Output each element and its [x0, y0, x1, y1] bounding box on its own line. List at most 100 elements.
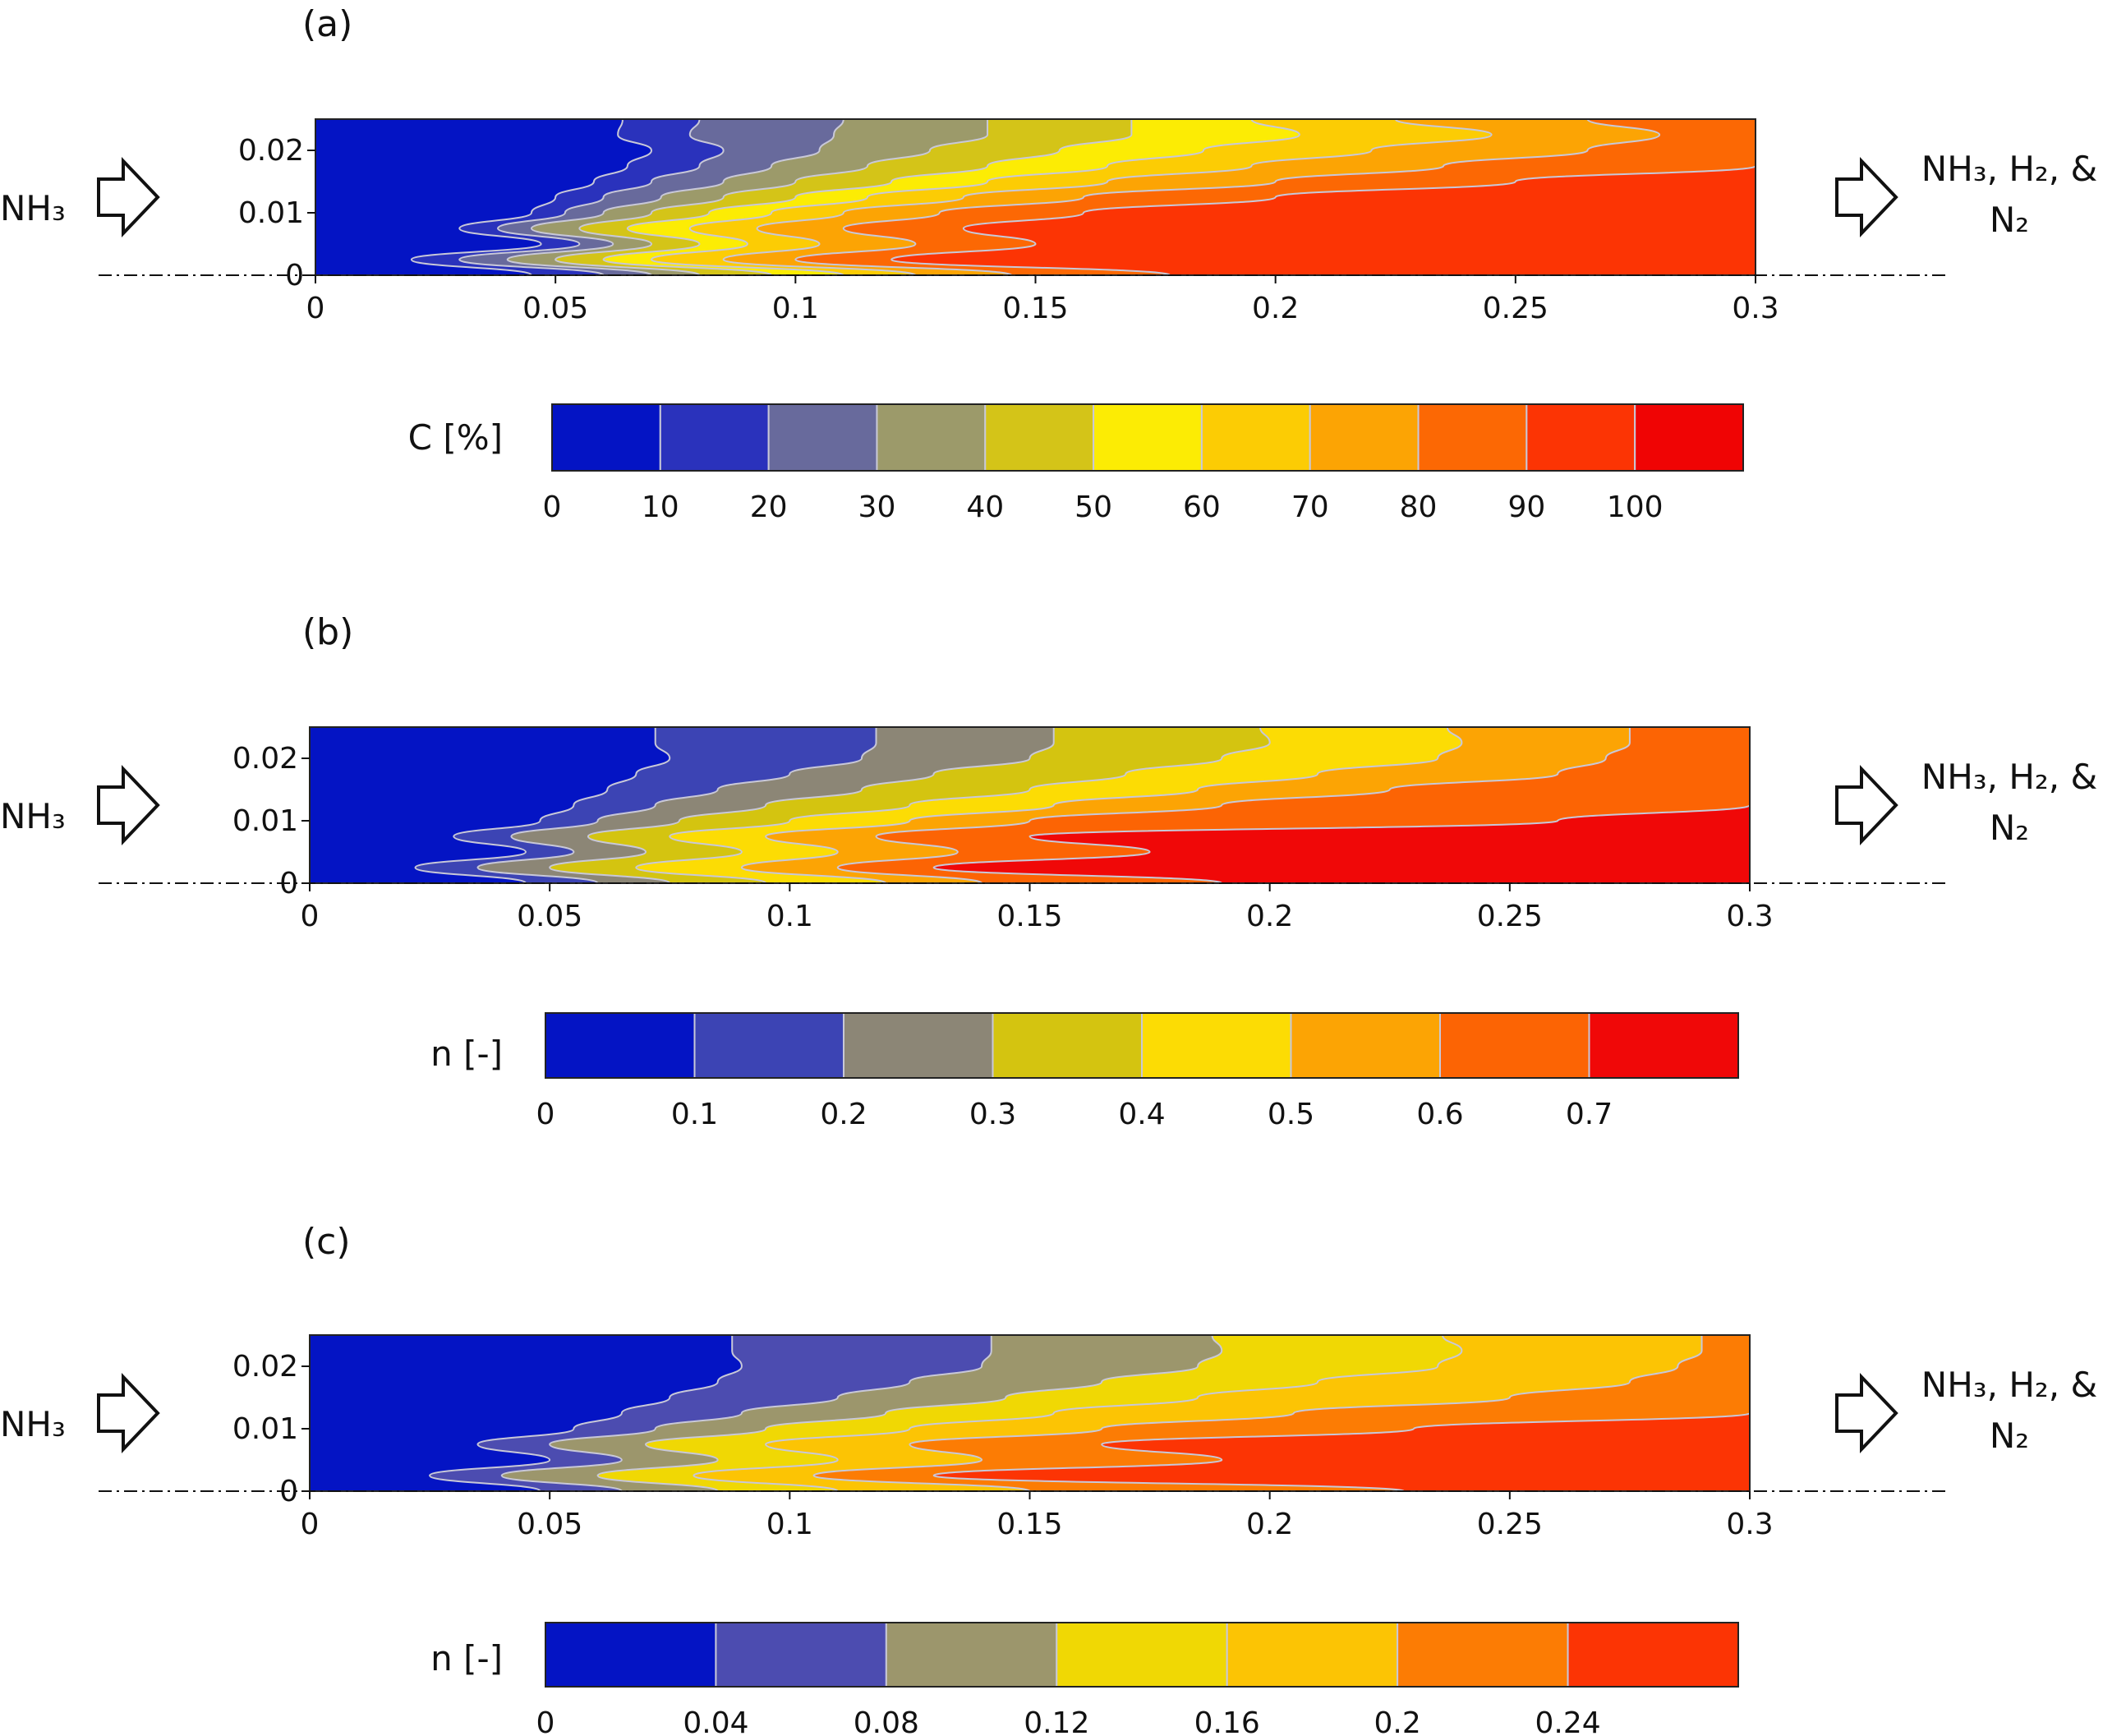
colorbar-segment: [876, 403, 987, 472]
colorbar-tick-label: 0.24: [1535, 1706, 1600, 1736]
colorbar-segment: [1567, 1622, 1739, 1688]
contour-field: [310, 727, 1750, 883]
colorbar-segment: [1226, 1622, 1399, 1688]
colorbar-tick-label: 0: [536, 1706, 555, 1736]
inlet-arrow-icon: [97, 157, 160, 237]
colorbar-segment: [715, 1622, 887, 1688]
outlet-label-line2: N₂: [1990, 200, 2029, 240]
y-tick-label: 0: [279, 867, 298, 900]
colorbar-segment: [1093, 403, 1203, 472]
x-tick-label: 0: [301, 1508, 320, 1541]
panel-b: (b) 0 0.05 0.1 0.15 0.2 0.25 0.3 0.02 0.01 0 NH₃ NH₃…: [0, 611, 2097, 1131]
contour-band: [310, 1335, 743, 1491]
panel-label: (c): [302, 1221, 351, 1263]
colorbar-segment: [659, 403, 770, 472]
colorbar-segment: [545, 1012, 696, 1079]
colorbar-segment: [545, 1622, 717, 1688]
colorbar-segment: [1200, 403, 1311, 472]
colorbar-segment: [992, 1012, 1143, 1079]
x-tick-label: 0.05: [517, 900, 582, 933]
x-tick-label: 0.2: [1252, 292, 1299, 325]
colorbar-tick-label: 0.3: [969, 1098, 1016, 1131]
colorbar-segment: [1141, 1012, 1292, 1079]
colorbar-segment: [984, 403, 1095, 472]
x-tick-label: 0.3: [1726, 1508, 1773, 1541]
x-tick-label: 0.1: [766, 1508, 813, 1541]
colorbar-tick-label: 20: [750, 490, 788, 524]
colorbar-segment: [1439, 1012, 1590, 1079]
colorbar-tick-label: 0.04: [683, 1706, 748, 1736]
x-tick-label: 0.15: [1002, 292, 1068, 325]
outlet-arrow-icon: [1835, 157, 1898, 237]
outlet-label-line1: NH₃, H₂, &: [1921, 149, 2097, 189]
colorbar-tick-label: 0.1: [671, 1098, 718, 1131]
inlet-arrow-icon: [97, 765, 160, 845]
panel-a: (a) 0 0.05 0.1 0.15 0.2 0.25 0.3 0.02 0.01 0 NH₃ NH₃…: [0, 3, 2097, 524]
colorbar-tick-label: 0.2: [820, 1098, 867, 1131]
colorbar-tick-label: 80: [1400, 490, 1438, 524]
colorbar-segment: [767, 403, 878, 472]
colorbar-segment: [1588, 1012, 1739, 1079]
colorbar-label: C [%]: [408, 417, 503, 458]
colorbar-tick-label: 100: [1607, 490, 1664, 524]
colorbar-tick-label: 0.12: [1024, 1706, 1089, 1736]
colorbar-tick-label: 0: [543, 490, 562, 524]
colorbar-segment: [1309, 403, 1420, 472]
outlet-label-line1: NH₃, H₂, &: [1921, 1365, 2097, 1405]
colorbar-tick-label: 0.4: [1118, 1098, 1165, 1131]
colorbar: 0 10 20 30 40 50 60 70 80 90 100 C [%]: [408, 403, 1744, 524]
colorbar-tick-label: 90: [1507, 490, 1545, 524]
colorbar-tick-label: 70: [1291, 490, 1329, 524]
colorbar-segment: [693, 1012, 844, 1079]
x-tick-label: 0.3: [1732, 292, 1779, 325]
colorbar-tick-label: 0.5: [1268, 1098, 1314, 1131]
panel-c: (c) 0 0.05 0.1 0.15 0.2 0.25 0.3 0.02 0.01 0 NH₃ NH₃…: [0, 1221, 2097, 1736]
contour-band: [310, 727, 671, 883]
panel-label: (a): [302, 3, 352, 45]
x-tick-label: 0.25: [1477, 900, 1543, 933]
colorbar-label: n [-]: [430, 1034, 503, 1074]
inlet-label: NH₃: [0, 1404, 66, 1444]
colorbar-frame: [545, 1622, 1739, 1688]
inlet-label: NH₃: [0, 796, 66, 836]
colorbar-tick-label: 0.7: [1566, 1098, 1613, 1131]
x-tick-label: 0.25: [1477, 1508, 1543, 1541]
contour-field: [310, 1335, 1750, 1491]
x-tick-label: 0.25: [1483, 292, 1548, 325]
x-tick-label: 0.15: [996, 900, 1062, 933]
x-tick-label: 0.1: [772, 292, 819, 325]
contour-field: [315, 119, 1756, 275]
contour-band: [315, 119, 653, 275]
panel-label: (b): [302, 611, 353, 653]
colorbar-tick-label: 10: [642, 490, 679, 524]
x-tick-label: 0: [306, 292, 325, 325]
outlet-arrow-icon: [1835, 1373, 1898, 1453]
colorbar-segment: [1056, 1622, 1228, 1688]
colorbar-segment: [1634, 403, 1744, 472]
colorbar-frame: [551, 403, 1744, 472]
y-tick-label: 0.02: [238, 134, 304, 168]
colorbar-tick-label: 30: [858, 490, 896, 524]
colorbar-tick-label: 0.16: [1194, 1706, 1260, 1736]
y-tick-label: 0: [279, 1475, 298, 1508]
x-tick-label: 0.1: [766, 900, 813, 933]
colorbar-label: n [-]: [430, 1638, 503, 1678]
y-tick-label: 0.01: [232, 804, 298, 838]
x-tick-label: 0.2: [1246, 1508, 1293, 1541]
y-tick-label: 0.01: [232, 1412, 298, 1446]
colorbar-segment: [1417, 403, 1528, 472]
colorbar-tick-label: 0.2: [1374, 1706, 1421, 1736]
colorbar-segment: [1290, 1012, 1441, 1079]
y-tick-label: 0.01: [238, 196, 304, 230]
colorbar: 0 0.1 0.2 0.3 0.4 0.5 0.6 0.7 n [-]: [430, 1012, 1739, 1131]
colorbar-frame: [545, 1012, 1739, 1079]
x-tick-label: 0.15: [996, 1508, 1062, 1541]
colorbar-segment: [1525, 403, 1636, 472]
x-tick-label: 0: [301, 900, 320, 933]
x-tick-label: 0.3: [1726, 900, 1773, 933]
colorbar-tick-label: 40: [966, 490, 1004, 524]
colorbar-tick-label: 60: [1183, 490, 1221, 524]
x-tick-label: 0.05: [517, 1508, 582, 1541]
outlet-label-line2: N₂: [1990, 808, 2029, 848]
